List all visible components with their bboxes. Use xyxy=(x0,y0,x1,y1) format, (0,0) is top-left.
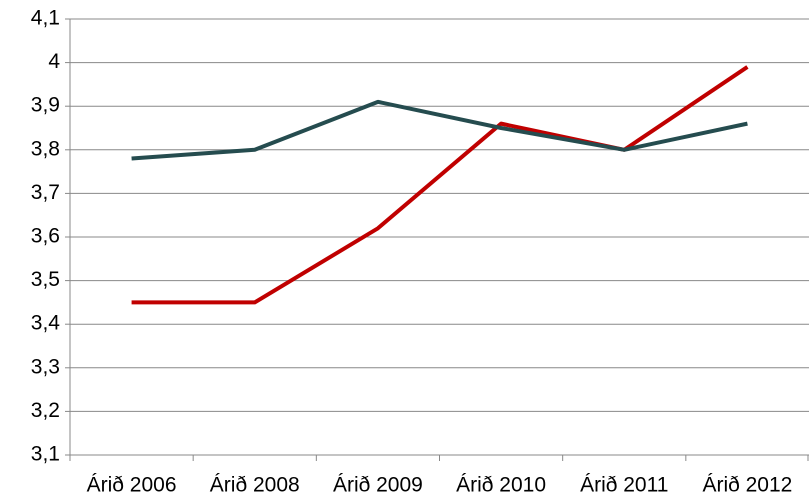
y-tick-label: 3,5 xyxy=(31,268,60,291)
y-tick-label: 3,4 xyxy=(31,312,61,335)
series-line xyxy=(131,65,749,305)
x-tick-label: Árið 2008 xyxy=(210,474,300,497)
y-tick-label: 3,7 xyxy=(31,181,60,204)
y-tick-label: 3,9 xyxy=(31,94,60,117)
y-tick-label: 3,2 xyxy=(31,399,60,422)
x-tick-label: Árið 2006 xyxy=(87,474,177,497)
y-tick-label: 4,1 xyxy=(31,7,60,30)
x-tick-label: Árið 2010 xyxy=(456,474,546,497)
x-tick-label: Árið 2009 xyxy=(333,474,423,497)
y-tick-label: 3,8 xyxy=(31,137,60,160)
y-tick-label: 4 xyxy=(48,50,60,73)
y-tick-label: 3,3 xyxy=(31,355,60,378)
y-tick-label: 3,1 xyxy=(31,443,60,466)
series-line xyxy=(131,99,748,161)
x-tick-label: Árið 2012 xyxy=(702,474,792,497)
x-tick-label: Árið 2011 xyxy=(580,474,668,497)
y-tick-label: 3,6 xyxy=(31,225,60,248)
